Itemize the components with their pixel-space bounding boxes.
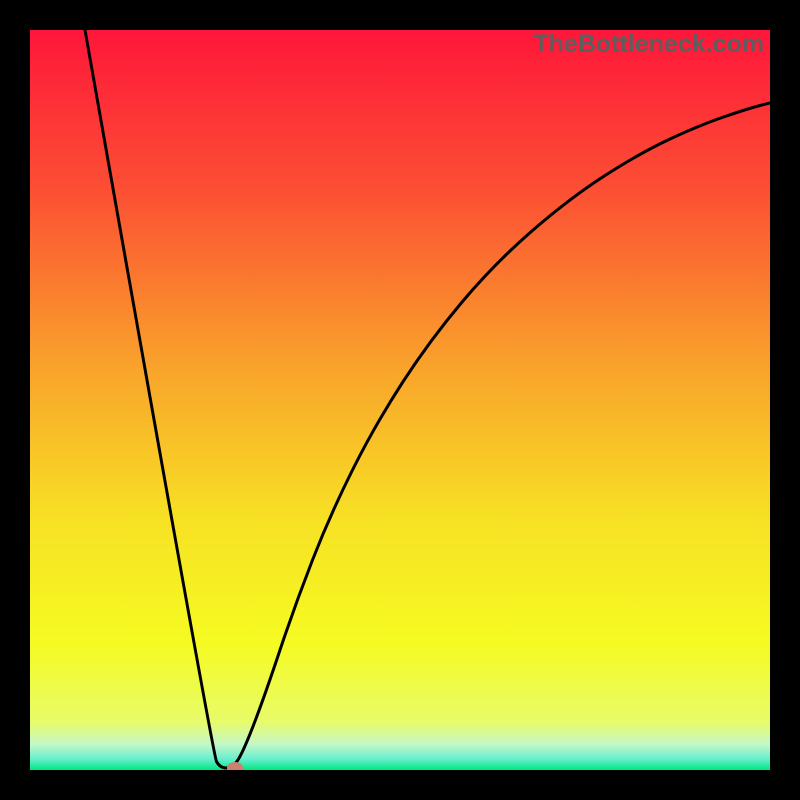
optimum-marker [227,762,243,774]
bottleneck-chart [0,0,800,800]
gradient-background [30,30,770,770]
watermark-text: TheBottleneck.com [533,30,764,59]
